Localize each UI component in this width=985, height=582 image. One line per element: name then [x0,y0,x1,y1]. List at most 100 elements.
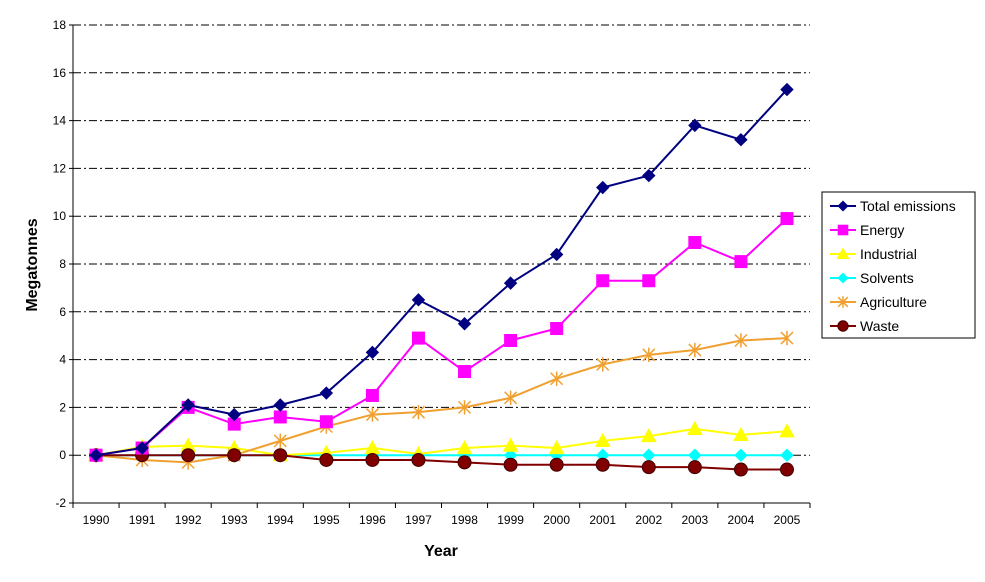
data-point [734,133,748,147]
data-point [411,293,426,307]
y-tick-label: 0 [59,448,66,462]
legend-label: Total emissions [860,198,956,214]
data-point [780,448,794,462]
data-point [734,333,748,348]
series-waste [89,448,794,477]
data-point [273,398,287,412]
x-tick-label: 1997 [405,513,432,527]
legend: Total emissions Energy Industrial Solvents A… [821,191,976,339]
series-line [95,217,788,457]
y-tick-label: 6 [59,305,66,319]
data-point [365,452,380,467]
data-point [504,390,518,406]
data-point [688,448,702,462]
data-point [594,432,611,447]
data-point [549,247,564,262]
data-point [273,448,288,463]
y-axis-title: Megatonnes [24,218,41,311]
y-tick-label: 12 [53,161,67,175]
series-agriculture [89,330,794,470]
data-point [550,322,564,336]
legend-item: Waste [830,318,899,334]
data-point [733,426,749,441]
data-point [502,437,519,452]
data-point [687,460,702,475]
data-point [319,386,334,400]
data-point [227,407,241,422]
x-tick-label: 1995 [313,513,340,527]
data-point [365,345,380,360]
y-tick-label: 18 [53,18,67,32]
data-point [135,441,149,455]
data-point [549,457,564,472]
legend-item: Industrial [830,246,917,262]
x-tick-label: 1993 [221,513,248,527]
data-point [734,448,748,462]
data-point [411,331,425,345]
y-tick-label: 8 [59,257,66,271]
data-point [503,457,518,472]
legend-item: Total emissions [830,198,956,214]
series-line [95,427,788,457]
data-point [780,82,794,97]
legend-item: Agriculture [830,294,927,310]
data-point [458,400,472,415]
data-point [642,168,656,183]
data-point [596,357,610,372]
y-tick-label: 10 [53,209,67,223]
data-point [411,452,426,467]
x-tick-labels: 1990 1991 1992 1993 1994 1995 1996 1997 1998 1999… [83,513,801,527]
data-point [640,428,657,443]
data-point [456,440,473,455]
data-point [319,452,334,467]
series-line [96,454,787,471]
data-point [641,460,656,475]
data-point [642,274,656,288]
data-point [365,388,379,402]
data-point [273,433,287,449]
x-tick-label: 1991 [129,513,156,527]
y-tick-label: 4 [59,353,66,367]
legend-label: Industrial [860,246,917,262]
series-line [95,337,788,464]
data-point [686,420,703,436]
data-point [457,455,472,470]
x-axis-title: Year [424,543,458,560]
legend-item: Solvents [830,270,914,286]
data-point [227,448,242,463]
data-point [596,274,610,288]
legend-label: Energy [860,222,904,238]
data-point [688,342,702,358]
data-point [181,398,195,412]
data-point [780,330,794,346]
data-point [364,440,381,455]
y-tick-label: 14 [53,114,67,128]
data-point [734,255,748,269]
x-tick-label: 1996 [359,513,386,527]
data-point [642,347,656,363]
data-point [596,180,610,195]
data-point [504,333,518,347]
data-point [642,448,656,462]
data-point [733,462,748,477]
x-tick-label: 2005 [774,513,801,527]
data-point [548,440,565,455]
y-tick-label: 16 [53,66,67,80]
legend-label: Waste [860,318,899,334]
axes [69,24,811,508]
data-point [550,371,564,386]
data-point [181,448,196,463]
x-tick-label: 2002 [635,513,662,527]
y-tick-label: -2 [55,496,66,510]
data-point [779,423,795,438]
x-tick-label: 1990 [83,513,110,527]
series-energy [89,212,794,462]
legend-marker [837,272,849,284]
y-tick-label: 2 [59,400,66,414]
data-point [503,276,518,290]
series-total-emissions [89,82,794,462]
x-tick-label: 1998 [451,513,478,527]
data-point [595,457,610,472]
legend-item: Energy [830,222,904,238]
